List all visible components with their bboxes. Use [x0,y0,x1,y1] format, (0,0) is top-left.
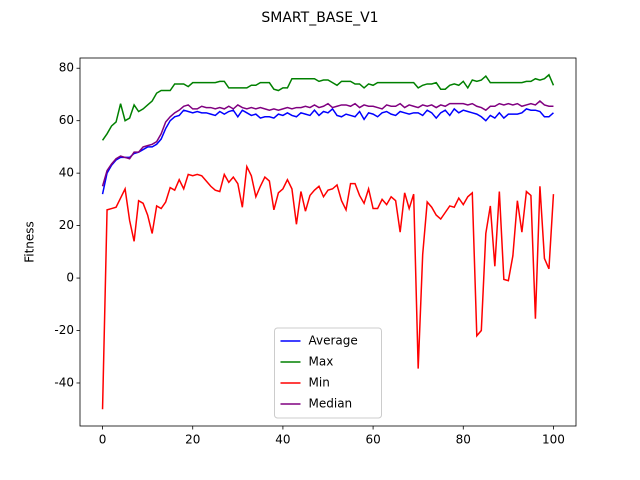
y-tick-label: 0 [66,271,74,285]
x-tick-label: 60 [365,433,380,447]
x-tick-label: 20 [185,433,200,447]
legend-box [274,327,382,419]
line [101,73,555,141]
y-tick-label: 80 [59,61,74,75]
chart-title: SMART_BASE_V1 [261,10,378,26]
legend-label: Median [309,397,353,411]
y-tick-label: -40 [54,375,74,389]
x-tick-label: 80 [456,433,471,447]
line [101,107,554,195]
x-tick-label: 0 [99,433,107,447]
x-tick-label: 40 [275,433,290,447]
y-tick-label: -20 [54,323,74,337]
line [101,100,554,187]
legend-label: Min [309,376,330,390]
legend-label: Max [309,355,334,369]
y-tick-label: 60 [59,113,74,127]
line [101,163,555,410]
axes-frame [79,57,577,427]
legend-label: Average [309,334,358,348]
x-tick-label: 100 [542,433,565,447]
y-axis-label: Fitness [23,221,37,263]
y-tick-label: 20 [59,218,74,232]
y-tick-label: 40 [59,166,74,180]
